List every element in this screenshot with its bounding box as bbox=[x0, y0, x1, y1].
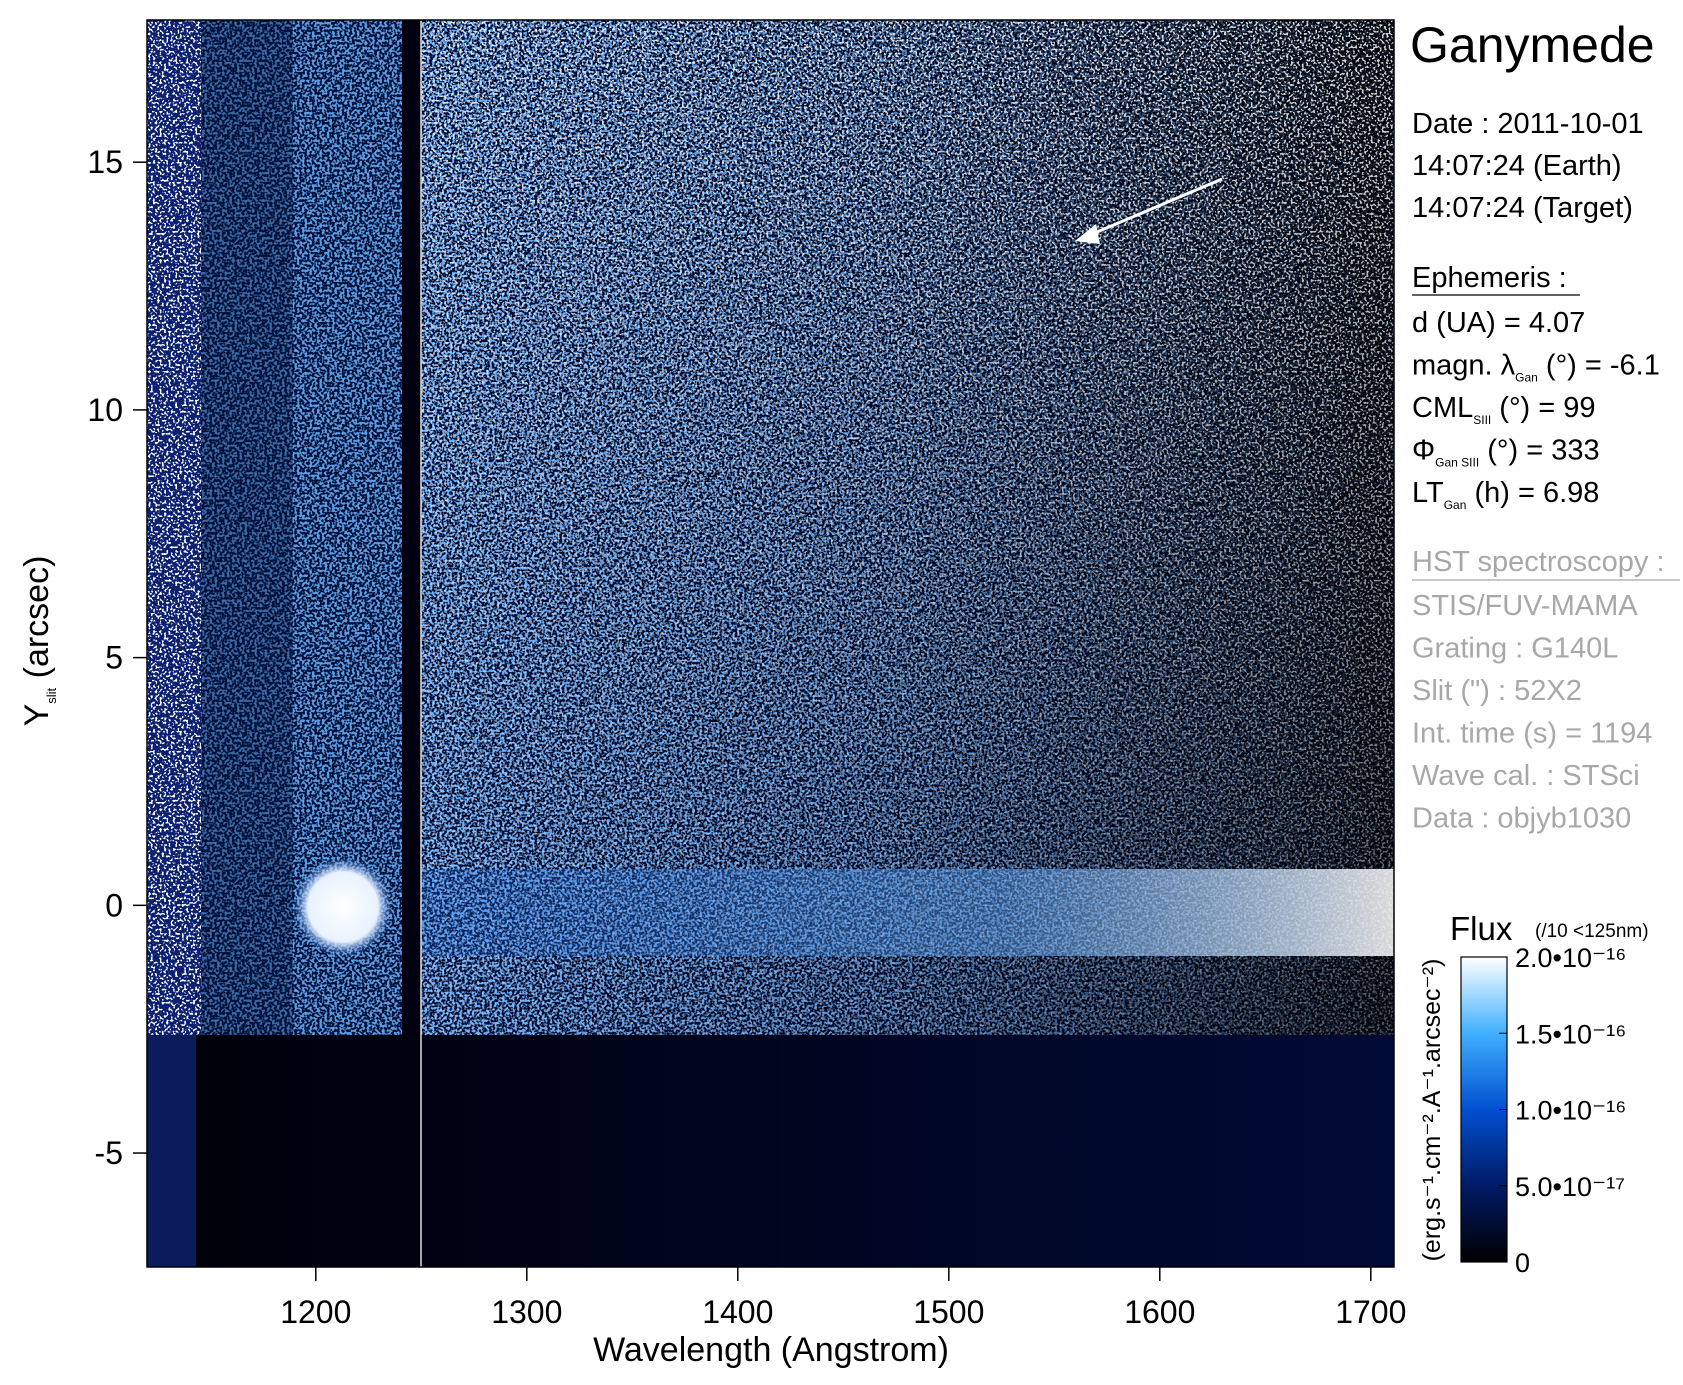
y-tick-label: -5 bbox=[95, 1135, 123, 1171]
spectral-image bbox=[147, 20, 1394, 1267]
text-part: (h) = 6.98 bbox=[1466, 477, 1599, 509]
x-tick-label: 1700 bbox=[1335, 1294, 1406, 1330]
text-part: Gan bbox=[1515, 371, 1538, 385]
x-tick-label: 1600 bbox=[1124, 1294, 1195, 1330]
y-tick-label: 15 bbox=[87, 144, 123, 180]
ephemeris-title: Ephemeris : bbox=[1412, 262, 1567, 294]
text-part: Φ bbox=[1412, 435, 1435, 467]
text-part: magn. λ bbox=[1412, 350, 1516, 382]
hst-line: Grating : G140L bbox=[1412, 633, 1618, 665]
x-tick-label: 1500 bbox=[913, 1294, 984, 1330]
ephemeris-line: d (UA) = 4.07 bbox=[1412, 307, 1585, 339]
y-tick-label: 0 bbox=[105, 887, 123, 923]
text-part: (°) = 333 bbox=[1479, 435, 1599, 467]
colorbar-tick-label: 2.0•10⁻¹⁶ bbox=[1515, 943, 1626, 973]
y-axis-label: Yslit (arcsec) bbox=[18, 556, 59, 727]
ephemeris-line: CMLSIII (°) = 99 bbox=[1412, 392, 1596, 427]
hst-title: HST spectroscopy : bbox=[1412, 546, 1665, 578]
ephemeris-line: ΦGan SIII (°) = 333 bbox=[1412, 435, 1600, 470]
text-part: CML bbox=[1412, 392, 1473, 424]
date-line: Date : 2011-10-01 bbox=[1412, 108, 1644, 140]
colorbar-note: (/10 <125nm) bbox=[1535, 921, 1649, 942]
text-part: Gan bbox=[1444, 498, 1467, 512]
colorbar: Flux (/10 <125nm) (erg.s⁻¹.cm⁻².A⁻¹.arcs… bbox=[1418, 910, 1649, 1278]
hst-line: Wave cal. : STSci bbox=[1412, 760, 1640, 792]
text-part: Gan SIII bbox=[1435, 456, 1479, 470]
text-part: LT bbox=[1412, 477, 1444, 509]
text-part: SIII bbox=[1473, 413, 1491, 427]
colorbar-title: Flux bbox=[1450, 910, 1513, 947]
text-part: d (UA) = 4.07 bbox=[1412, 307, 1585, 339]
y-tick-label: 5 bbox=[105, 640, 123, 676]
colorbar-tick-label: 5.0•10⁻¹⁷ bbox=[1515, 1172, 1625, 1202]
y-tick-label: 10 bbox=[87, 392, 123, 428]
ephemeris-line: LTGan (h) = 6.98 bbox=[1412, 477, 1599, 512]
x-tick-label: 1400 bbox=[702, 1294, 773, 1330]
x-axis-label: Wavelength (Angstrom) bbox=[593, 1331, 949, 1369]
text-part: (°) = 99 bbox=[1491, 392, 1595, 424]
axes: 1200 1300 1400 1500 1600 1700 -5 0 5 10 15 bbox=[87, 144, 1406, 1330]
date-line: 14:07:24 (Earth) bbox=[1412, 150, 1622, 182]
ephemeris-line: magn. λGan (°) = -6.1 bbox=[1412, 350, 1660, 385]
x-tick-label: 1200 bbox=[280, 1294, 351, 1330]
hst-line: Data : objyb1030 bbox=[1412, 803, 1631, 835]
hst-line: Int. time (s) = 1194 bbox=[1412, 718, 1652, 750]
hst-line: Slit (") : 52X2 bbox=[1412, 675, 1582, 707]
colorbar-tick-label: 1.5•10⁻¹⁶ bbox=[1515, 1019, 1626, 1049]
plot-frame bbox=[146, 19, 1395, 1268]
panel-title: Ganymede bbox=[1410, 17, 1655, 73]
colorbar-tick-label: 1.0•10⁻¹⁶ bbox=[1515, 1096, 1626, 1126]
text-part: (°) = -6.1 bbox=[1538, 350, 1660, 382]
info-panel: Ganymede Date : 2011-10-01 14:07:24 (Eart… bbox=[1410, 17, 1680, 835]
x-tick-label: 1300 bbox=[491, 1294, 562, 1330]
date-line: 14:07:24 (Target) bbox=[1412, 192, 1633, 224]
colorbar-tick-label: 0 bbox=[1515, 1248, 1530, 1278]
colorbar-label: (erg.s⁻¹.cm⁻².A⁻¹.arcsec⁻²) bbox=[1418, 959, 1446, 1262]
hst-line: STIS/FUV-MAMA bbox=[1412, 590, 1638, 622]
